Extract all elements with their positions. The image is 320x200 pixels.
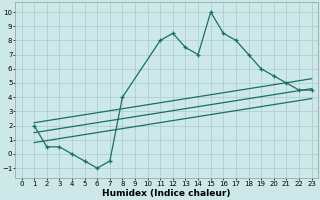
X-axis label: Humidex (Indice chaleur): Humidex (Indice chaleur) (102, 189, 231, 198)
